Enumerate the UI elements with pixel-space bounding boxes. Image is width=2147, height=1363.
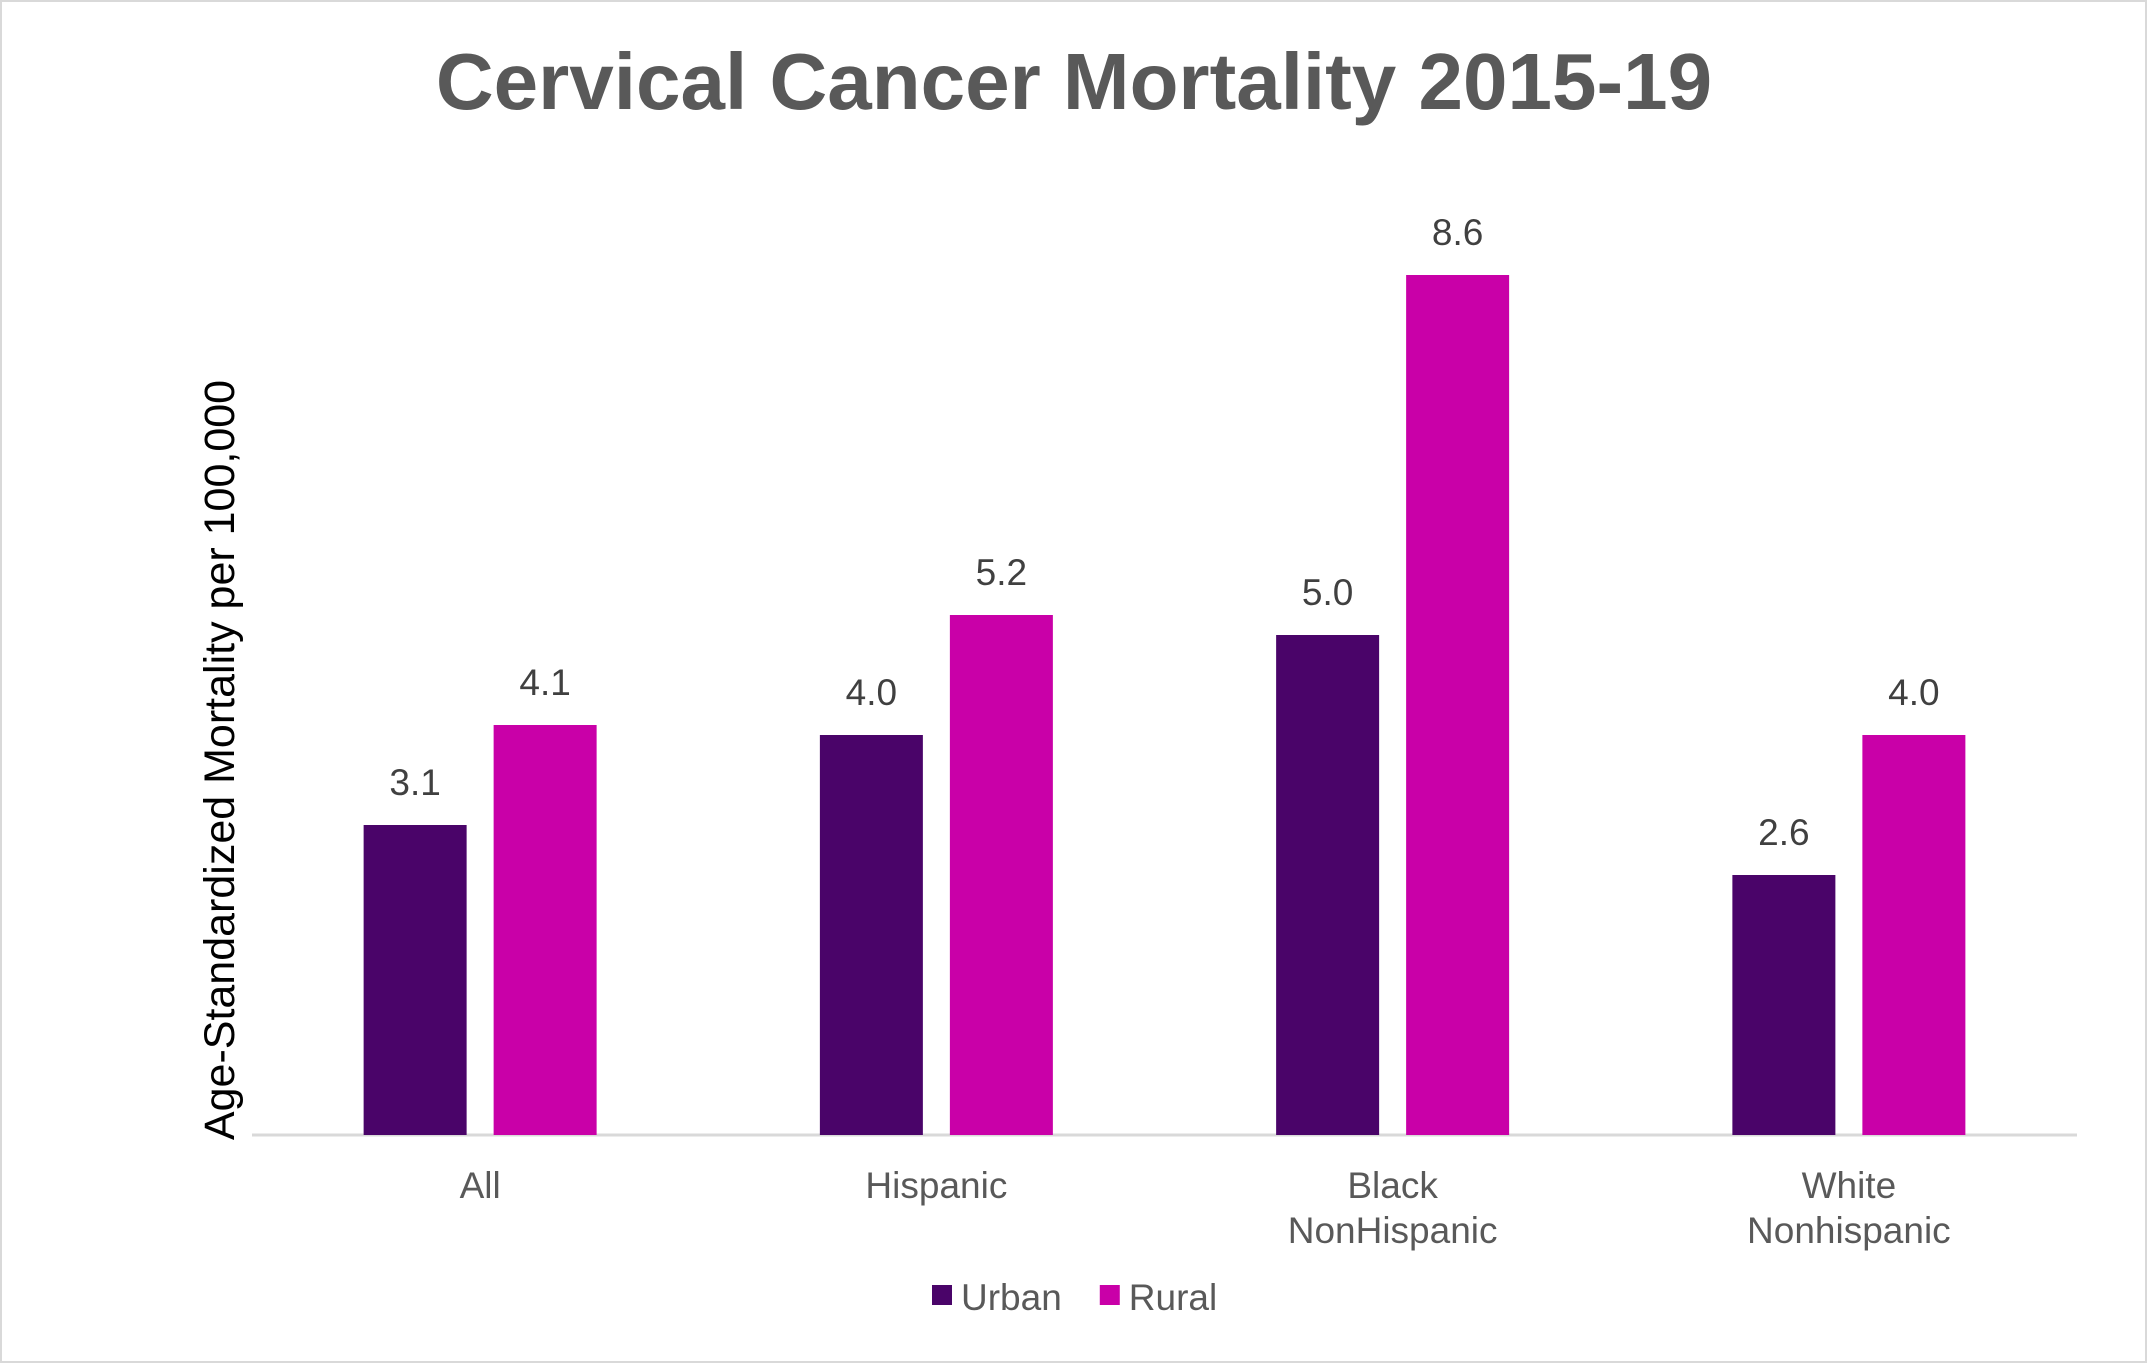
y-axis-label: Age-Standardized Mortality per 100,000 xyxy=(196,380,244,1140)
legend-label-rural: Rural xyxy=(1129,1277,1217,1318)
data-label-urban-1: 4.0 xyxy=(846,672,897,713)
x-tick-label-1-0: Hispanic xyxy=(865,1165,1007,1206)
data-label-rural-3: 4.0 xyxy=(1888,672,1939,713)
bar-urban-0 xyxy=(363,825,467,1135)
bar-rural-0 xyxy=(493,725,597,1135)
data-labels-layer: 3.1 4.1 4.0 5.2 5.0 8.6 2.6 4.0 xyxy=(389,212,1939,853)
data-label-rural-0: 4.1 xyxy=(519,662,570,703)
data-label-urban-3: 2.6 xyxy=(1758,812,1809,853)
bar-rural-3 xyxy=(1862,735,1966,1135)
data-label-urban-0: 3.1 xyxy=(389,762,440,803)
bar-rural-2 xyxy=(1406,275,1510,1135)
x-tick-label-3-0: White xyxy=(1802,1165,1897,1206)
data-label-urban-2: 5.0 xyxy=(1302,572,1353,613)
bar-urban-2 xyxy=(1276,635,1380,1135)
legend: Urban Rural xyxy=(932,1277,1217,1318)
x-tick-label-2-0: Black xyxy=(1347,1165,1438,1206)
data-label-rural-1: 5.2 xyxy=(976,552,1027,593)
legend-label-urban: Urban xyxy=(961,1277,1062,1318)
x-tick-label-3-1: Nonhispanic xyxy=(1747,1210,1951,1251)
data-label-rural-2: 8.6 xyxy=(1432,212,1483,253)
x-tick-label-2-1: NonHispanic xyxy=(1288,1210,1498,1251)
x-tick-label-0-0: All xyxy=(460,1165,501,1206)
legend-swatch-rural xyxy=(1099,1285,1120,1305)
bar-urban-3 xyxy=(1732,875,1836,1135)
bar-urban-1 xyxy=(819,735,923,1135)
bar-rural-1 xyxy=(949,615,1053,1135)
bars-layer xyxy=(363,275,1966,1135)
legend-swatch-urban xyxy=(932,1285,952,1305)
chart-title: Cervical Cancer Mortality 2015-19 xyxy=(436,37,1712,126)
